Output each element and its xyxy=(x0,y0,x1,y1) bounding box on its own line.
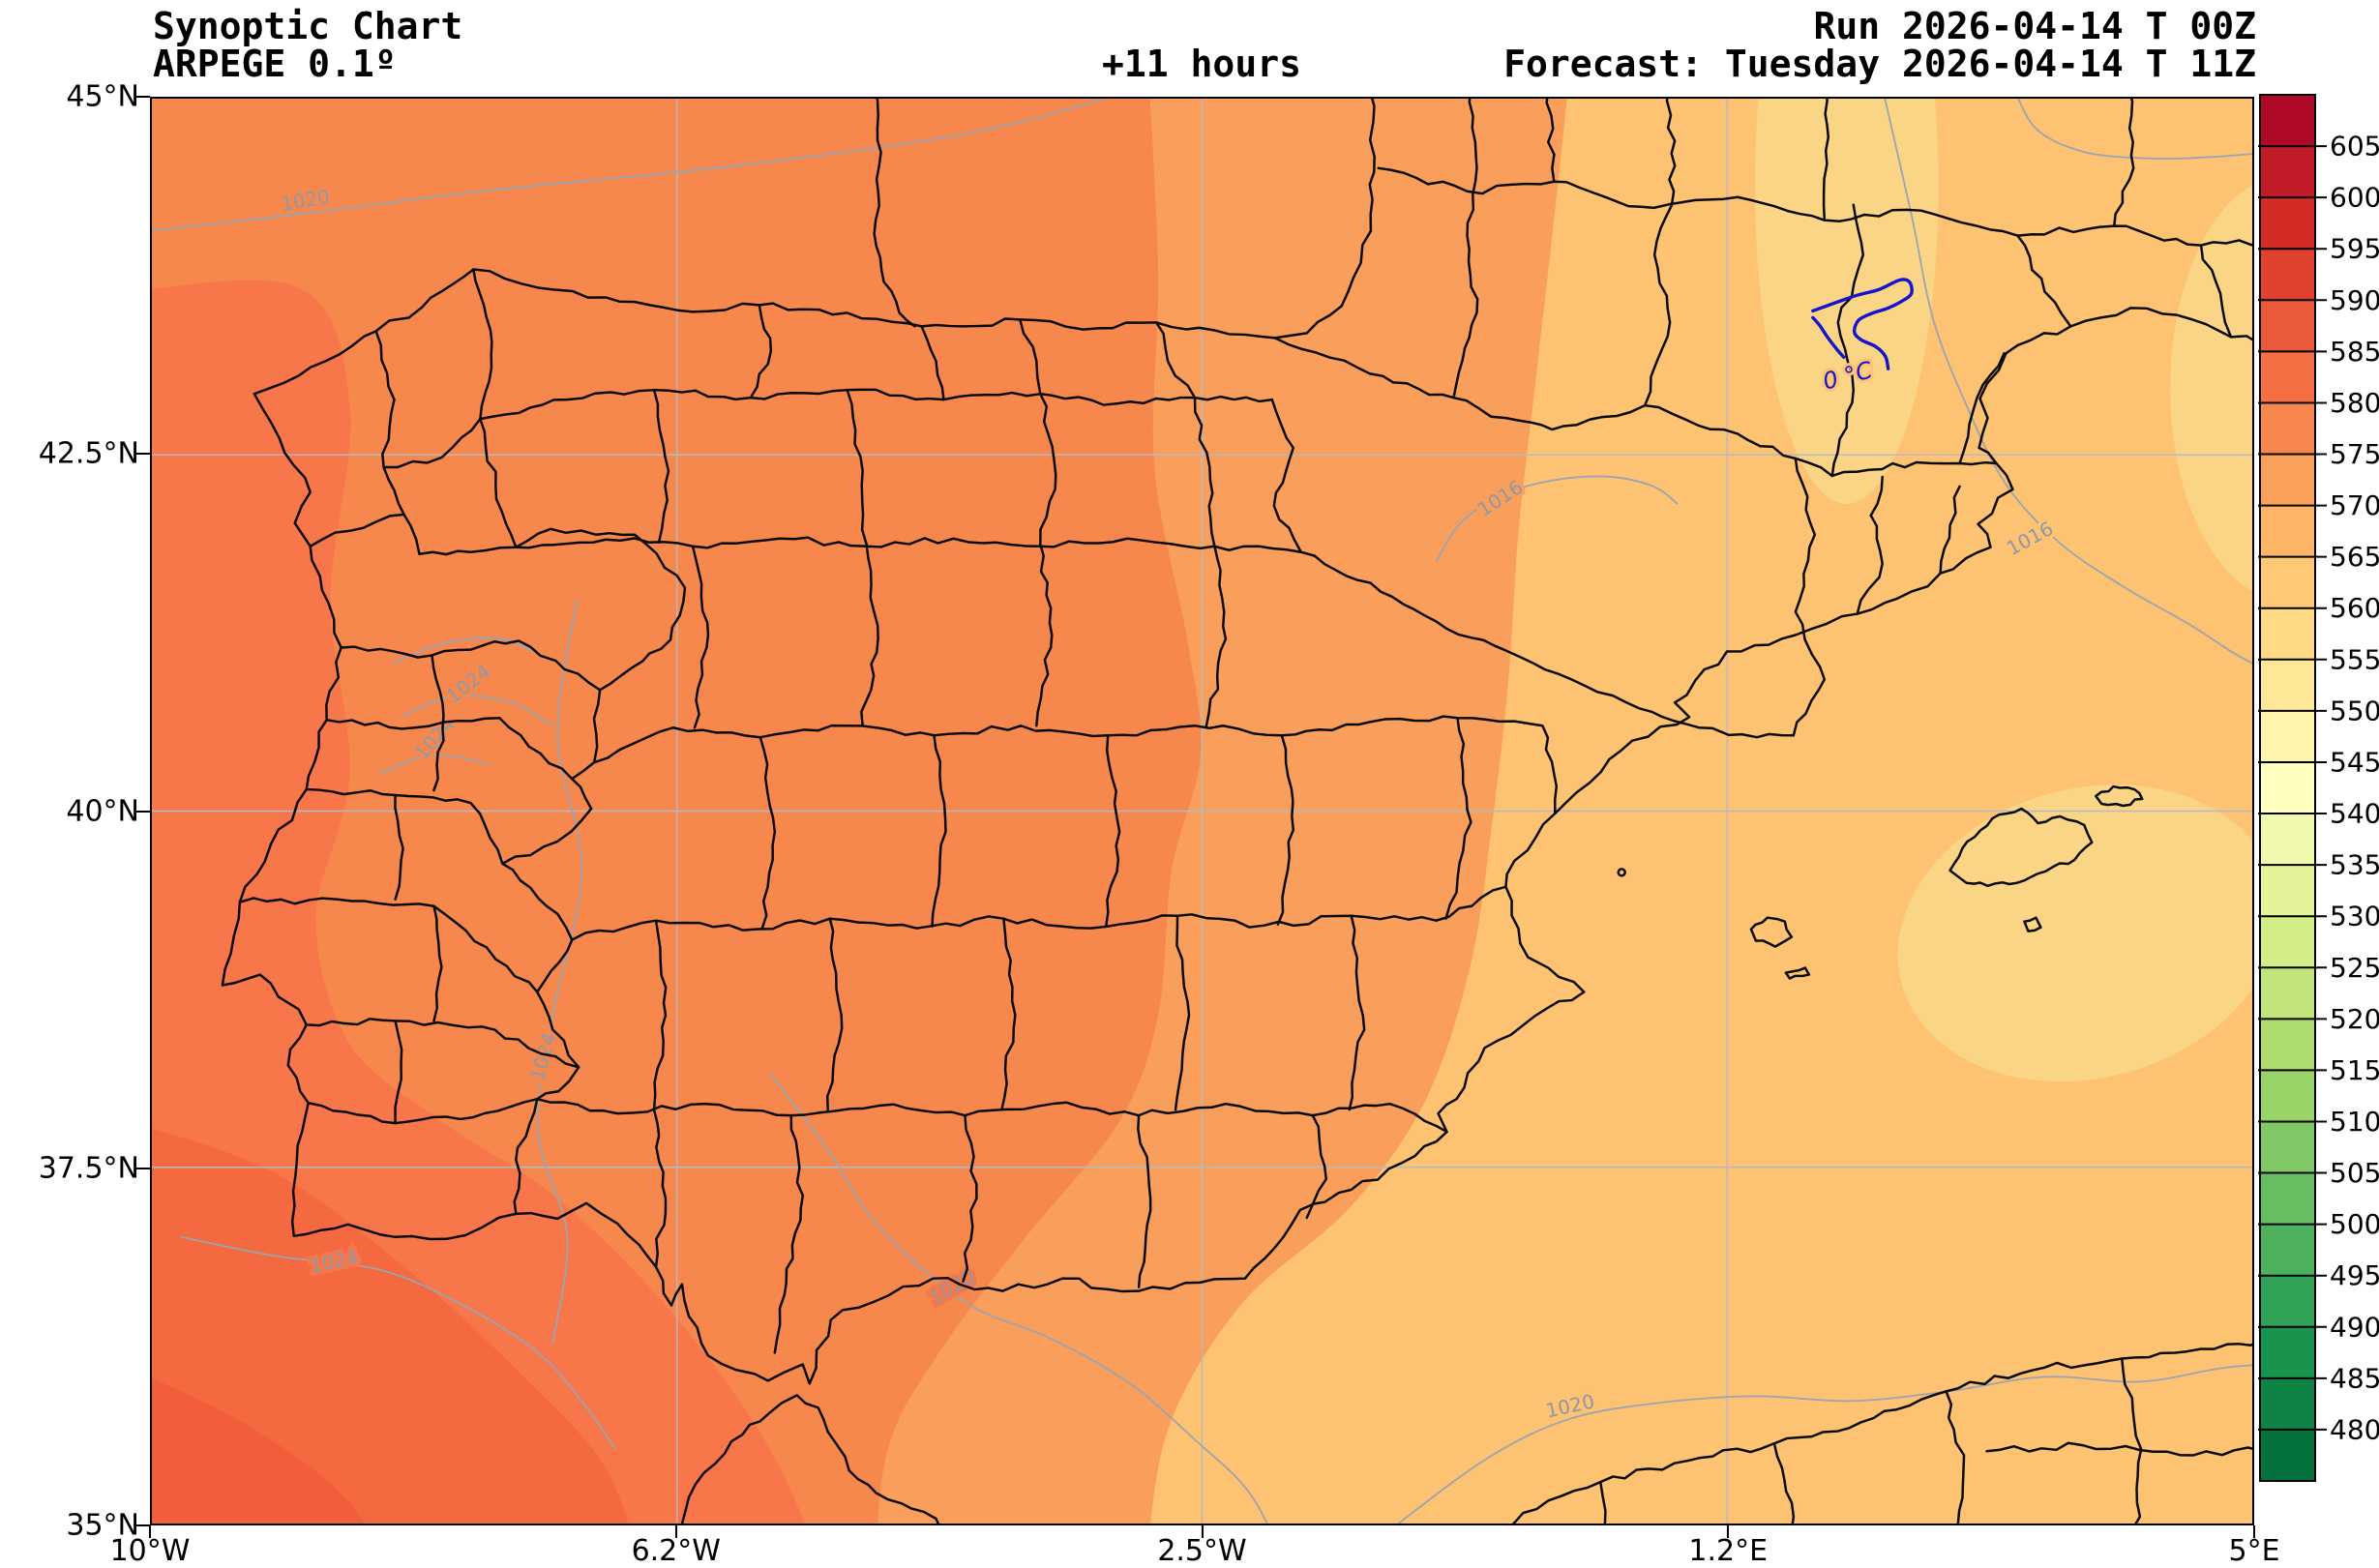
colorbar: 605 600 595 590 585 580 575 570 565 560 555 550 545 5… xyxy=(2258,94,2379,1482)
colorbar-tick-label: 595 xyxy=(2330,233,2379,265)
forecast-label: Forecast: Tuesday 2026-04-14 T 11Z xyxy=(1503,43,2256,85)
lon-tick-mark xyxy=(674,1525,677,1538)
lead-time-label: +11 hours xyxy=(1102,43,1301,85)
colorbar-tick-label: 555 xyxy=(2330,643,2379,675)
lat-tick-label: 35°N xyxy=(66,1508,139,1543)
colorbar-tick-label: 545 xyxy=(2330,746,2379,778)
colorbar-tick-label: 500 xyxy=(2330,1208,2379,1240)
lat-tick-mark xyxy=(136,96,150,98)
graticule xyxy=(152,99,2252,1524)
lon-tick-mark xyxy=(1727,1525,1730,1538)
lat-tick-mark xyxy=(136,1524,150,1526)
colorbar-tick-label: 540 xyxy=(2330,798,2379,830)
colorbar-tick-label: 605 xyxy=(2330,131,2379,163)
lat-tick-mark xyxy=(136,453,150,456)
page-title: Synoptic Chart xyxy=(153,5,463,47)
lat-tick-mark xyxy=(136,1167,150,1169)
lon-tick-mark xyxy=(1201,1525,1204,1538)
run-label: Run 2026-04-14 T 00Z xyxy=(1813,5,2256,47)
colorbar-tick-label: 520 xyxy=(2330,1003,2379,1035)
colorbar-tick-label: 585 xyxy=(2330,336,2379,368)
colorbar-tick-label: 590 xyxy=(2330,284,2379,316)
colorbar-tick-label: 535 xyxy=(2330,849,2379,881)
colorbar-tick-label: 560 xyxy=(2330,592,2379,624)
colorbar-tick-label: 480 xyxy=(2330,1413,2379,1445)
colorbar-tick-label: 525 xyxy=(2330,952,2379,984)
lat-tick-label: 37.5°N xyxy=(38,1151,139,1186)
coastlines-and-borders xyxy=(221,99,2252,1524)
lat-tick-mark xyxy=(136,810,150,813)
lat-tick-label: 42.5°N xyxy=(38,436,139,471)
isobar-contours xyxy=(152,99,2252,1524)
colorbar-tick-label: 580 xyxy=(2330,387,2379,419)
colorbar-tick-label: 490 xyxy=(2330,1311,2379,1343)
colorbar-tick-label: 570 xyxy=(2330,489,2379,521)
colorbar-tick-label: 510 xyxy=(2330,1106,2379,1138)
lat-tick-label: 45°N xyxy=(66,79,139,114)
colorbar-tick-label: 505 xyxy=(2330,1157,2379,1189)
lat-tick-label: 40°N xyxy=(66,794,139,828)
lon-tick-mark xyxy=(149,1525,151,1538)
colorbar-tick-label: 485 xyxy=(2330,1362,2379,1394)
map-canvas: 1020 1024 1024 1024 1024 1020 1016 1016 1020 0 °C xyxy=(150,97,2254,1525)
colorbar-tick-label: 600 xyxy=(2330,182,2379,214)
zero-isotherm xyxy=(1811,278,1914,370)
lon-tick-mark xyxy=(2253,1525,2255,1538)
colorbar-tick-label: 530 xyxy=(2330,901,2379,932)
colorbar-swatches xyxy=(2260,95,2315,1482)
colorbar-tick-label: 575 xyxy=(2330,438,2379,470)
colorbar-tick-label: 495 xyxy=(2330,1259,2379,1291)
colorbar-tick-label: 565 xyxy=(2330,541,2379,573)
model-label: ARPEGE 0.1º xyxy=(153,43,397,85)
colorbar-tick-label: 515 xyxy=(2330,1054,2379,1086)
colorbar-tick-label: 550 xyxy=(2330,695,2379,726)
colorbar-frame xyxy=(2259,94,2316,1482)
